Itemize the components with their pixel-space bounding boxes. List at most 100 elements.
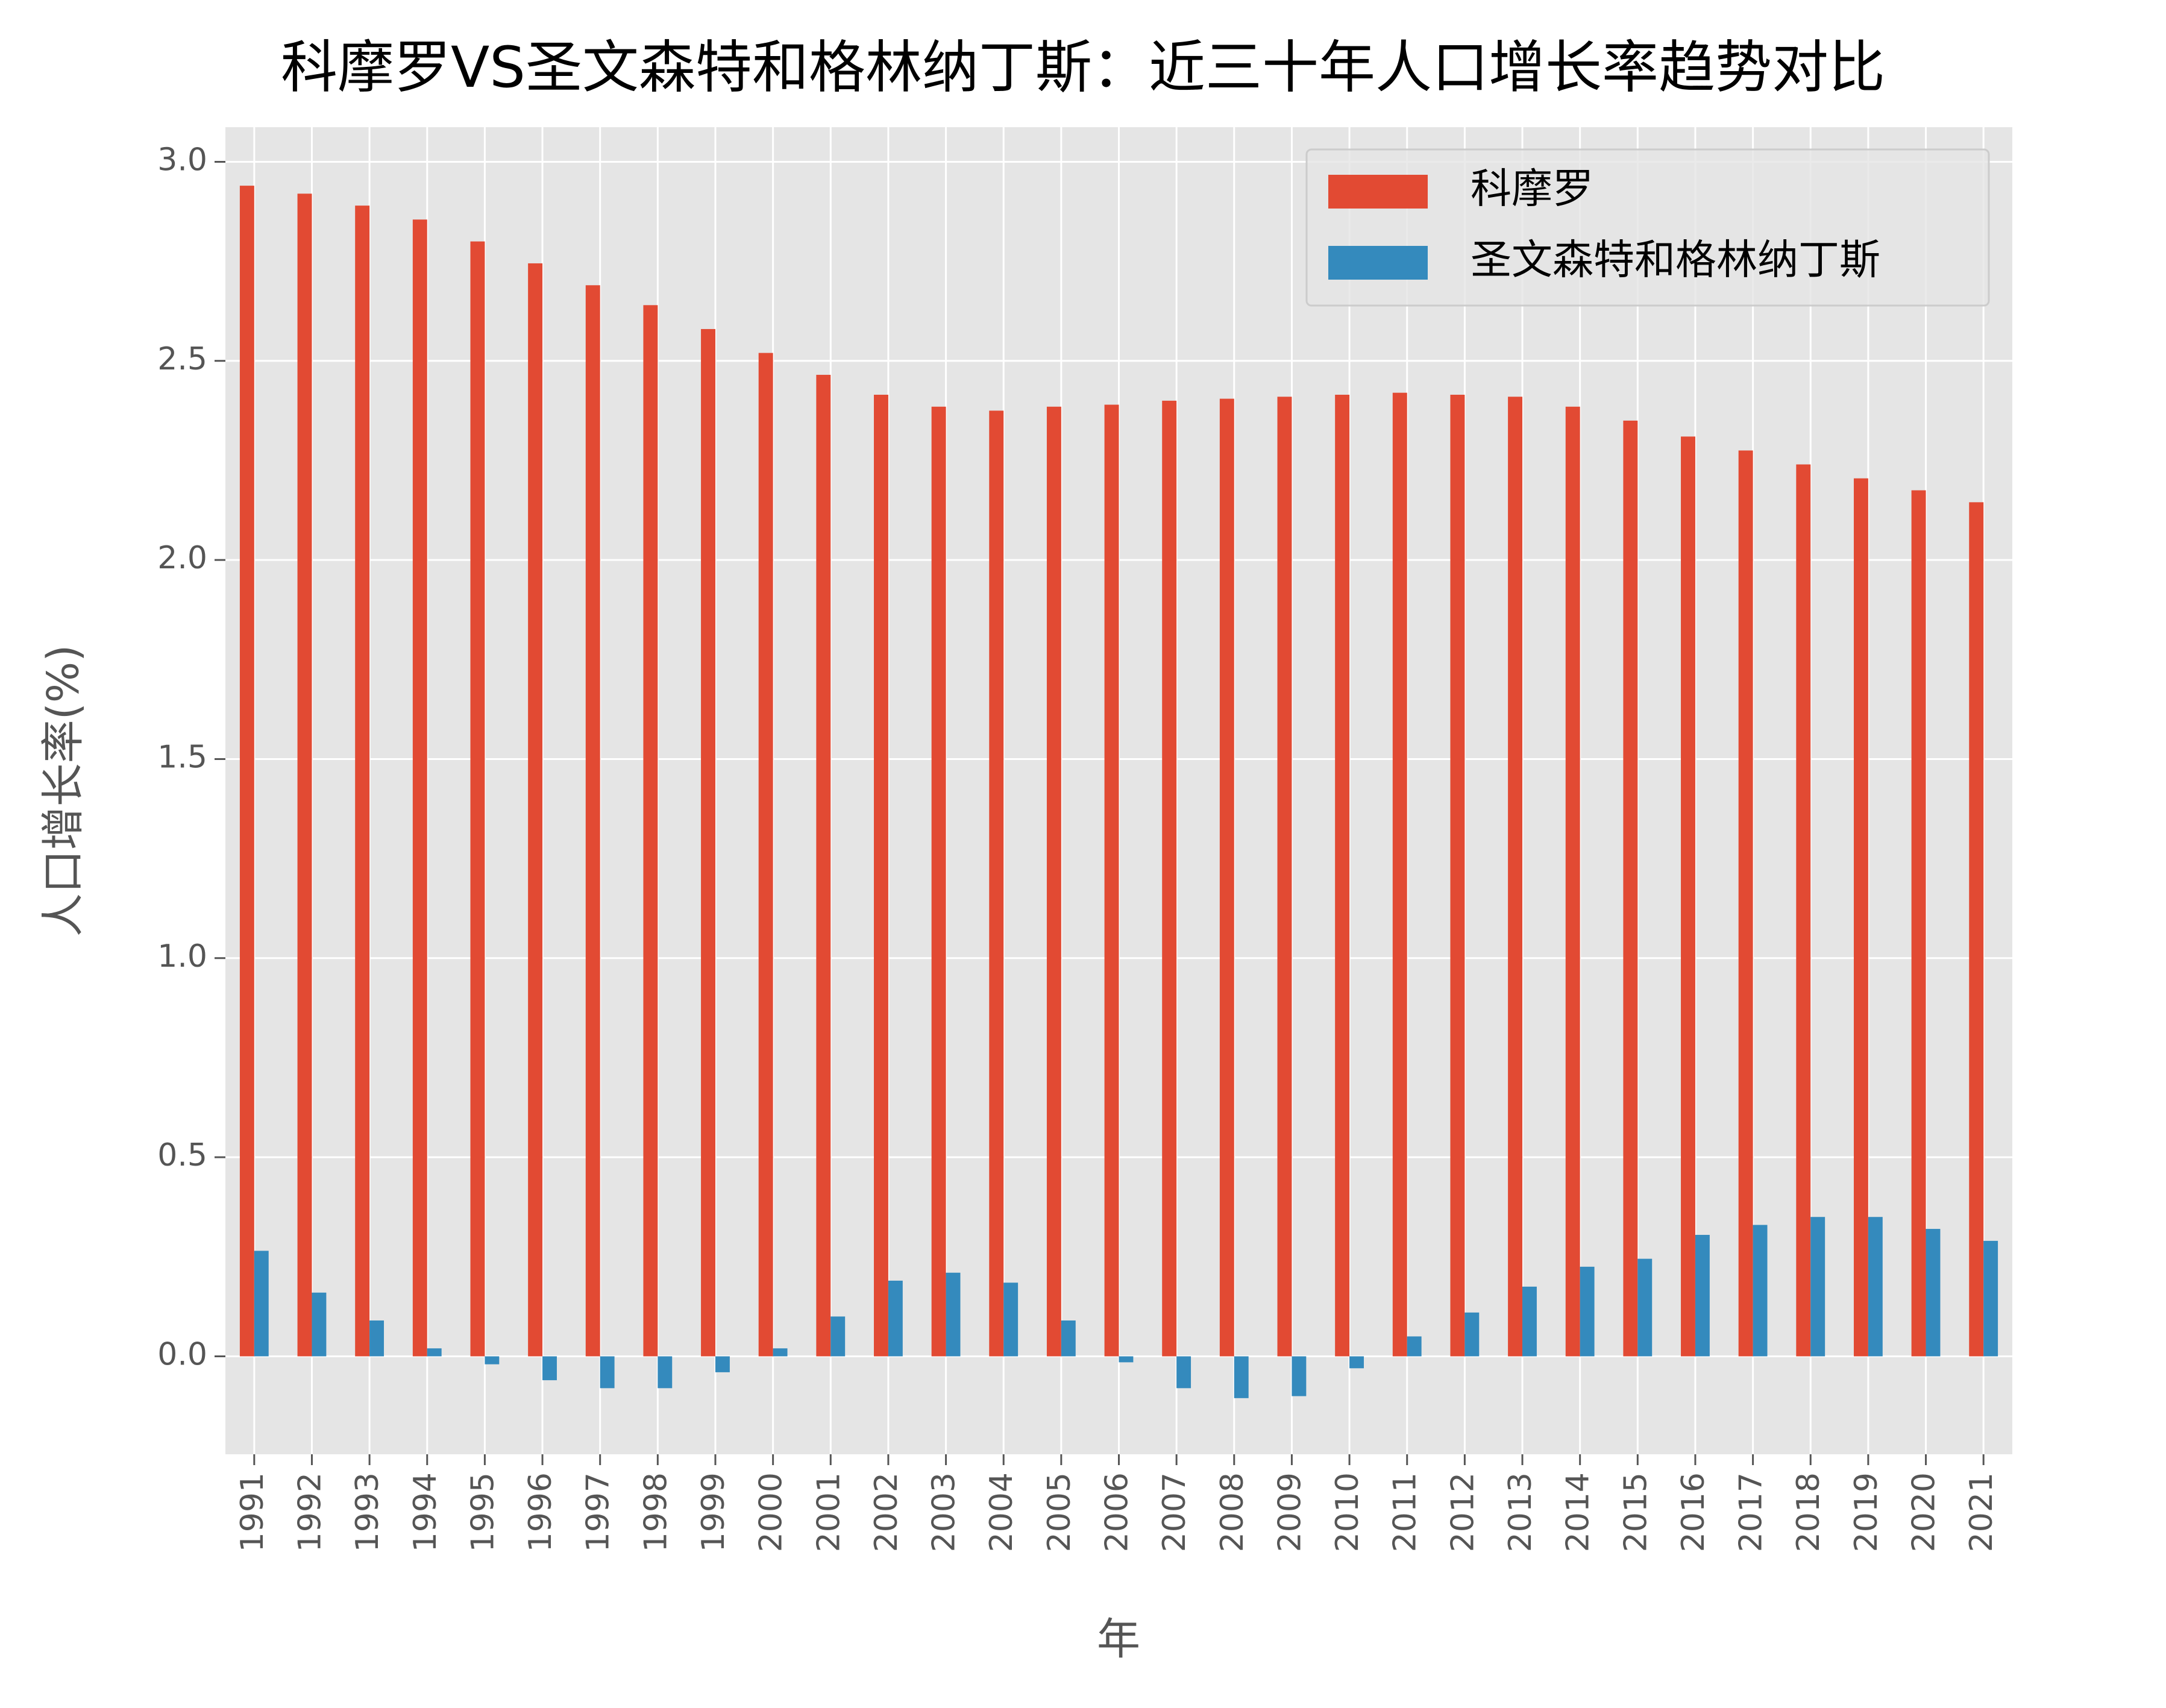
bar <box>254 1251 269 1357</box>
bar <box>758 353 773 1357</box>
bar <box>1046 406 1061 1357</box>
legend-swatch <box>1328 246 1428 280</box>
y-tick-label: 3.0 <box>157 142 207 178</box>
x-tick-label: 2005 <box>1041 1472 1078 1552</box>
x-tick-label: 2015 <box>1618 1472 1654 1552</box>
bar <box>312 1292 327 1357</box>
bar <box>1061 1320 1076 1357</box>
bar <box>1162 400 1177 1357</box>
x-tick-label: 2013 <box>1502 1472 1539 1552</box>
ticks: 0.0 0.5 1.0 1.5 2.0 2.5 3.0 1991 1992 1993 1994 199… <box>157 142 2000 1552</box>
bar <box>1508 397 1523 1357</box>
bar <box>1853 478 1868 1357</box>
bar <box>1926 1229 1941 1357</box>
legend-label: 圣文森特和格林纳丁斯 <box>1471 237 1880 284</box>
bar <box>643 305 658 1357</box>
bar <box>485 1356 500 1364</box>
x-tick-label: 1994 <box>407 1472 444 1552</box>
chart-title: 科摩罗VS圣文森特和格林纳丁斯：近三十年人口增长率趋势对比 <box>281 35 1885 101</box>
x-tick-label: 1996 <box>523 1472 559 1552</box>
bar <box>1868 1217 1883 1357</box>
x-tick-label: 1992 <box>292 1472 328 1552</box>
bar <box>946 1272 961 1357</box>
bar <box>1695 1234 1710 1357</box>
y-tick-label: 2.5 <box>157 341 207 377</box>
bar <box>1738 450 1753 1357</box>
bar <box>355 206 370 1357</box>
bar <box>888 1280 903 1357</box>
x-tick-label: 2009 <box>1272 1472 1308 1552</box>
bar <box>470 241 485 1357</box>
bar <box>658 1356 673 1389</box>
x-tick-label: 1999 <box>695 1472 732 1552</box>
bar <box>1335 394 1350 1357</box>
bar <box>1234 1356 1249 1398</box>
bar <box>1176 1356 1191 1389</box>
bar <box>1580 1266 1595 1357</box>
x-tick-label: 2016 <box>1675 1472 1712 1552</box>
bar <box>1450 394 1465 1357</box>
bar <box>701 328 715 1357</box>
x-tick-label: 1991 <box>234 1472 271 1552</box>
x-tick-label: 2001 <box>811 1472 847 1552</box>
y-tick-label: 0.5 <box>157 1137 207 1173</box>
bar <box>600 1356 615 1389</box>
bar <box>1219 398 1234 1357</box>
bar <box>1522 1286 1537 1357</box>
y-tick-label: 0.0 <box>157 1336 207 1372</box>
x-tick-label: 2003 <box>926 1472 962 1552</box>
x-tick-label: 2012 <box>1445 1472 1481 1552</box>
y-tick-label: 2.0 <box>157 540 207 576</box>
bar <box>989 410 1004 1357</box>
x-tick-label: 2017 <box>1733 1472 1769 1552</box>
bar <box>239 186 254 1357</box>
bar <box>715 1356 730 1372</box>
bar <box>1119 1356 1134 1363</box>
bar <box>816 374 831 1357</box>
bar <box>528 263 543 1357</box>
bar <box>1911 490 1926 1357</box>
bar <box>1292 1356 1307 1396</box>
x-tick-label: 1998 <box>638 1472 674 1552</box>
bar <box>1392 392 1407 1357</box>
legend-label: 科摩罗 <box>1471 166 1593 213</box>
bar <box>412 219 427 1357</box>
bar <box>874 394 888 1357</box>
x-tick-label: 2011 <box>1387 1472 1424 1552</box>
x-tick-label: 2002 <box>868 1472 905 1552</box>
y-tick-label: 1.5 <box>157 739 207 775</box>
bar <box>1796 464 1811 1357</box>
bar <box>773 1348 788 1357</box>
bar <box>1349 1356 1364 1369</box>
x-tick-label: 2010 <box>1329 1472 1366 1552</box>
bars <box>239 186 1998 1398</box>
x-tick-label: 1993 <box>350 1472 386 1552</box>
x-axis-label: 年 <box>1097 1614 1140 1665</box>
legend-box <box>1305 148 1990 307</box>
bar <box>427 1348 442 1357</box>
x-tick-label: 2014 <box>1560 1472 1596 1552</box>
bar <box>1104 404 1119 1357</box>
x-tick-label: 2008 <box>1214 1472 1251 1552</box>
bar <box>542 1356 557 1381</box>
bar <box>1277 397 1292 1357</box>
bar <box>297 193 312 1357</box>
bar <box>1983 1240 1998 1357</box>
x-tick-label: 2021 <box>1964 1472 2000 1552</box>
x-tick-label: 1997 <box>580 1472 617 1552</box>
bar <box>1407 1336 1422 1357</box>
x-tick-label: 2007 <box>1157 1472 1193 1552</box>
legend-swatch <box>1328 175 1428 209</box>
bar <box>1969 502 1984 1357</box>
bar <box>1810 1217 1825 1357</box>
x-tick-label: 2018 <box>1791 1472 1827 1552</box>
x-tick-label: 2019 <box>1848 1472 1885 1552</box>
bar <box>1637 1258 1653 1357</box>
bar <box>369 1320 385 1357</box>
y-axis-label: 人口增长率(%) <box>38 645 89 937</box>
bar <box>1623 420 1638 1357</box>
x-tick-label: 1995 <box>465 1472 501 1552</box>
bar <box>1681 436 1695 1357</box>
x-tick-label: 2004 <box>984 1472 1020 1552</box>
